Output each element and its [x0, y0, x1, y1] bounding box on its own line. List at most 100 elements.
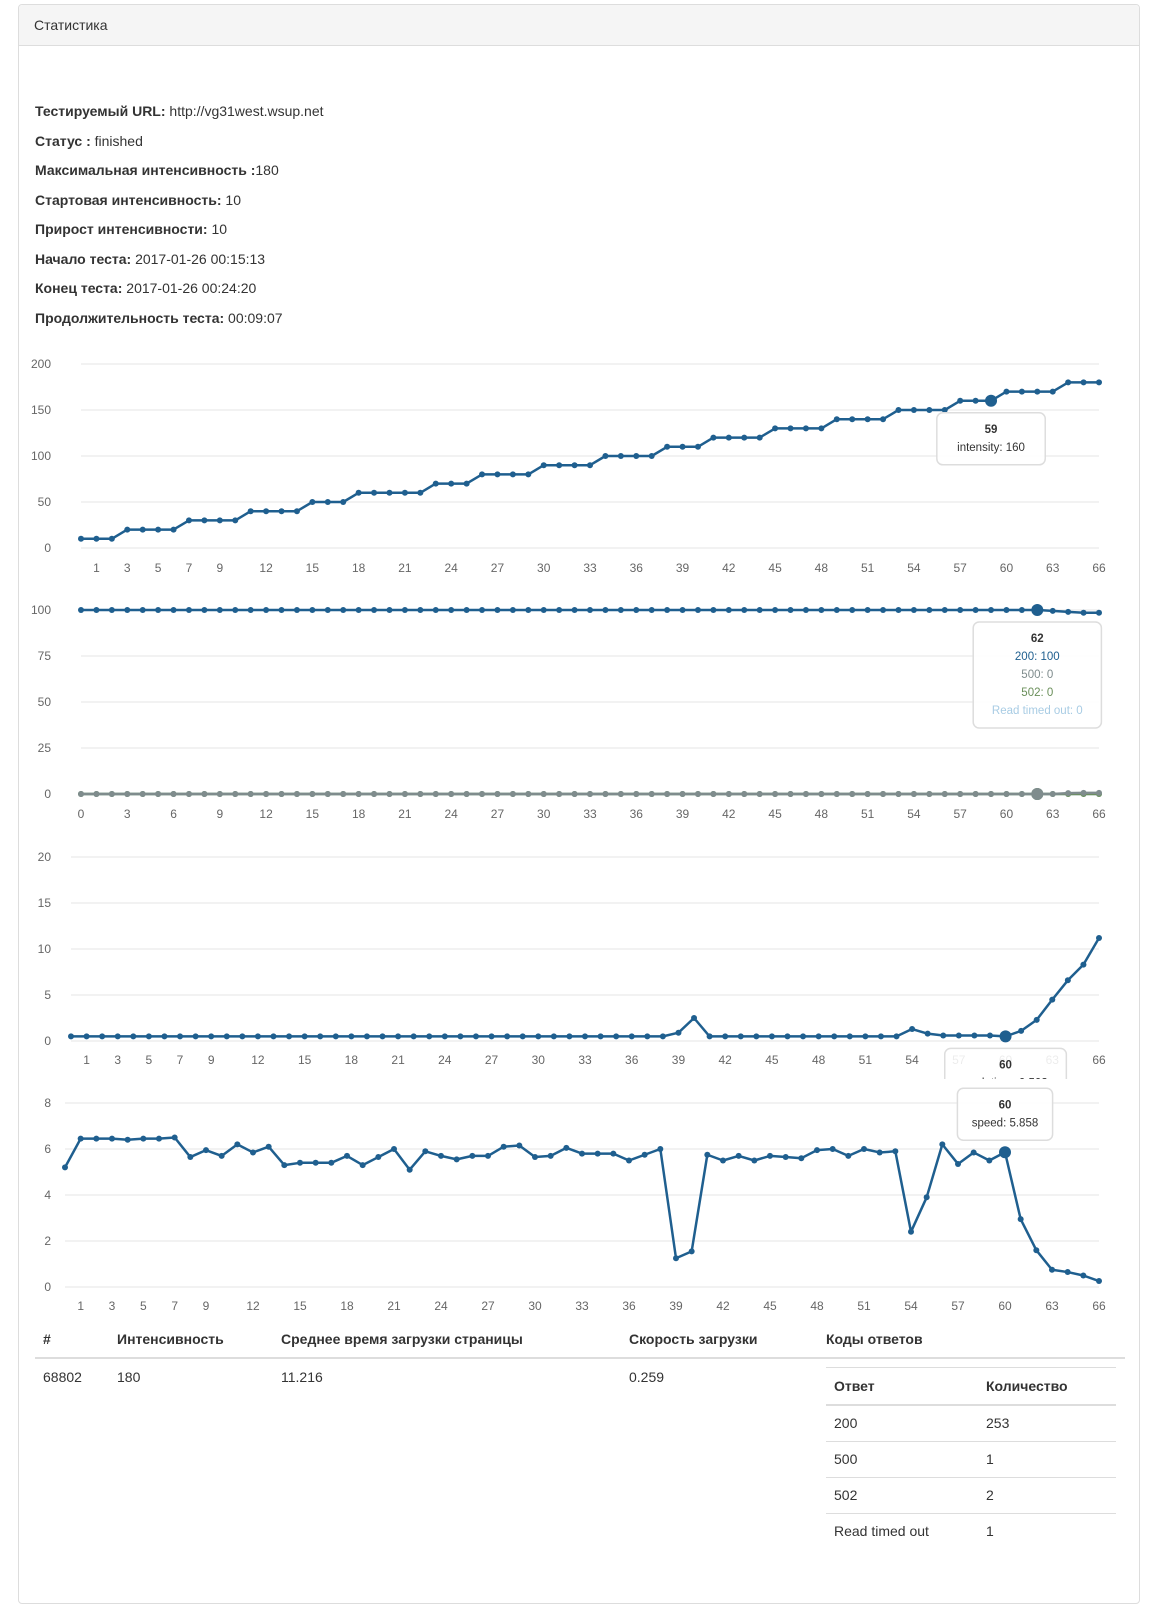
x-tick-label: 48	[815, 561, 829, 575]
data-point	[371, 791, 378, 797]
data-point	[395, 1033, 402, 1040]
header-num: #	[35, 1323, 109, 1359]
data-point	[972, 607, 979, 613]
x-tick-label: 33	[578, 1053, 592, 1067]
x-tick-label: 39	[672, 1053, 686, 1067]
tooltip-box	[956, 1087, 1054, 1142]
data-point	[741, 434, 748, 441]
data-point	[986, 1032, 993, 1039]
data-point	[571, 791, 578, 797]
x-tick-label: 12	[246, 1299, 260, 1313]
chart-tooltip: 59 intensity: 160	[936, 412, 1046, 466]
info-end-label: Конец теста:	[35, 280, 123, 296]
data-point	[892, 1148, 899, 1155]
data-point	[862, 1033, 869, 1040]
data-point	[185, 517, 192, 524]
data-point	[910, 607, 917, 613]
data-point	[1018, 791, 1025, 797]
data-point	[417, 489, 424, 496]
data-point	[201, 607, 208, 613]
data-point	[281, 1162, 288, 1169]
x-tick-label: 12	[251, 1053, 265, 1067]
data-point	[735, 1152, 742, 1159]
data-point	[232, 517, 239, 524]
data-point	[664, 791, 671, 797]
data-point	[818, 791, 825, 797]
data-point	[571, 462, 578, 469]
info-max-intensity: Максимальная интенсивность :180	[35, 160, 324, 190]
data-point	[479, 791, 486, 797]
x-tick-label: 66	[1092, 561, 1106, 575]
data-point	[751, 1157, 758, 1164]
y-tick-label: 0	[44, 1034, 51, 1048]
x-tick-label: 30	[537, 561, 551, 575]
data-point	[971, 1032, 978, 1039]
data-point	[108, 535, 115, 542]
speed-chart[interactable]: 0 2 4 6 8 1 3 5 7 9 12 15 18 21 24 27 30 33 36 39 42 45 48 51 54…	[19, 1085, 1141, 1325]
x-tick-label: 6	[170, 807, 177, 821]
data-point	[633, 791, 640, 797]
intensity-chart[interactable]: 0 50 100 150 200 1 3 5 7 9 12 15 18 21 24 27 30 33 36 39 42 4…	[19, 347, 1141, 587]
data-point	[1018, 388, 1025, 395]
x-tick-label: 7	[171, 1299, 178, 1313]
data-point	[371, 607, 378, 613]
data-point	[657, 1146, 664, 1152]
data-point	[124, 791, 131, 797]
data-point	[864, 607, 871, 613]
data-point	[787, 425, 794, 432]
x-tick-label: 42	[722, 561, 736, 575]
data-point	[767, 1152, 773, 1159]
data-point	[426, 1033, 433, 1040]
info-start-label: Стартовая интенсивность:	[35, 191, 222, 208]
data-point	[203, 1147, 209, 1154]
data-point	[108, 791, 115, 797]
x-tick-label: 3	[109, 1299, 116, 1313]
y-tick-label: 50	[38, 695, 52, 709]
data-point	[401, 607, 408, 613]
data-point	[972, 791, 979, 797]
codes-answer: Read timed out	[826, 1512, 978, 1549]
data-point	[99, 1033, 106, 1040]
data-point	[324, 791, 331, 797]
data-point	[293, 791, 300, 797]
data-point	[626, 1157, 632, 1164]
data-point	[155, 791, 162, 797]
data-point	[185, 607, 192, 613]
work-time-chart[interactable]: 0 5 10 15 20 1 3 5 7 9 12 15 18 21 24 27 30 33 36 39 42 45 48 5…	[19, 839, 1141, 1079]
work-time-chart-svg[interactable]: 0 5 10 15 20 1 3 5 7 9 12 15 18 21 24 27 30 33 36 39 42 45 48 5…	[19, 839, 1141, 1079]
data-point	[802, 425, 809, 432]
data-point	[772, 607, 779, 613]
data-point	[391, 1146, 397, 1152]
cell-num: 68802	[43, 1369, 82, 1385]
data-point	[756, 791, 763, 797]
x-tick-label: 1	[83, 1053, 90, 1067]
data-point	[926, 607, 933, 613]
data-point	[348, 1033, 355, 1040]
data-point	[633, 607, 640, 613]
data-point	[109, 1135, 115, 1142]
data-point	[849, 416, 856, 423]
data-point	[756, 434, 763, 441]
data-point	[768, 1033, 775, 1040]
data-point	[756, 607, 763, 613]
data-point	[247, 607, 254, 613]
data-point	[648, 607, 655, 613]
x-tick-label: 18	[340, 1299, 354, 1313]
data-point	[344, 1152, 350, 1159]
data-point	[628, 1033, 635, 1040]
x-tick-label: 51	[861, 561, 875, 575]
codes-row: 500 1	[826, 1440, 1116, 1477]
data-point	[602, 607, 609, 613]
info-inc-label: Прирост интенсивности:	[35, 221, 208, 237]
response-codes-chart[interactable]: 0 25 50 75 100 0 3 6 9 12 15 18 21 24 27 30 33 36 39 42 45 48…	[19, 593, 1141, 833]
x-tick-label: 30	[532, 1053, 546, 1067]
data-point	[375, 1154, 382, 1161]
x-tick-label: 33	[575, 1299, 589, 1313]
x-tick-label: 15	[298, 1053, 312, 1067]
data-point	[479, 607, 486, 613]
data-point	[156, 1135, 162, 1142]
data-point	[1096, 789, 1102, 796]
